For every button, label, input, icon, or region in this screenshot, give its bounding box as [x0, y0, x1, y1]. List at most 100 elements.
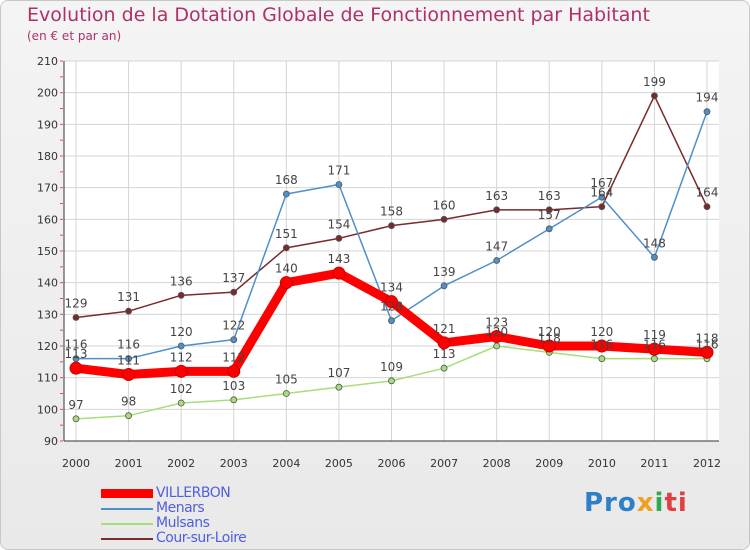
data-point-mulsans	[598, 355, 606, 363]
data-point-mulsans	[335, 383, 343, 391]
data-label-mulsans: 120	[485, 325, 508, 339]
y-tick-label: 140	[37, 277, 58, 290]
x-tick-label: 2005	[325, 457, 353, 470]
data-point-menars	[440, 282, 448, 290]
data-point-villerbon	[700, 345, 714, 359]
data-label-mulsans: 102	[170, 382, 193, 396]
data-label-cour-sur-loire: 137	[222, 271, 245, 285]
data-label-villerbon: 111	[117, 354, 140, 368]
data-label-menars: 194	[696, 91, 719, 105]
data-point-mulsans	[440, 364, 448, 372]
data-label-cour-sur-loire: 129	[65, 297, 88, 311]
legend-swatch-cour-sur-loire	[101, 538, 153, 540]
chart-title: Evolution de la Dotation Globale de Fonc…	[27, 4, 650, 26]
data-point-menars	[598, 193, 606, 201]
data-point-villerbon	[122, 368, 136, 381]
data-label-cour-sur-loire: 164	[696, 186, 719, 200]
data-label-menars: 116	[65, 338, 88, 352]
x-tick-label: 2006	[378, 457, 406, 470]
data-label-menars: 147	[485, 240, 508, 254]
data-point-mulsans	[651, 355, 658, 363]
data-label-cour-sur-loire: 154	[327, 217, 350, 231]
data-label-mulsans: 105	[275, 373, 298, 387]
legend-item-villerbon: VILLERBON	[101, 485, 321, 501]
data-point-cour-sur-loire	[125, 307, 132, 315]
data-point-villerbon	[437, 336, 451, 350]
data-point-menars	[177, 342, 185, 350]
data-label-cour-sur-loire: 163	[485, 189, 508, 203]
data-label-mulsans: 118	[538, 331, 561, 345]
legend-swatch-villerbon	[101, 489, 153, 498]
data-point-menars	[335, 181, 343, 188]
data-label-villerbon: 112	[170, 350, 193, 364]
data-label-cour-sur-loire: 131	[117, 290, 140, 304]
data-label-mulsans: 113	[433, 347, 456, 361]
data-label-menars: 168	[275, 173, 298, 187]
data-label-cour-sur-loire: 158	[380, 205, 403, 219]
data-point-menars	[230, 336, 238, 344]
data-label-cour-sur-loire: 151	[275, 227, 298, 241]
y-tick-label: 170	[37, 182, 58, 195]
data-point-menars	[651, 253, 658, 261]
legend: VILLERBON Menars Mulsans Cour-sur-Loire	[101, 485, 321, 546]
x-tick-label: 2001	[115, 457, 143, 470]
legend-item-mulsans: Mulsans	[101, 515, 321, 531]
data-label-menars: 139	[433, 265, 456, 279]
data-point-cour-sur-loire	[177, 291, 185, 299]
data-point-menars	[282, 190, 290, 198]
logo-part-4: ti	[664, 488, 688, 518]
data-point-villerbon	[279, 276, 293, 290]
data-label-cour-sur-loire: 164	[590, 186, 613, 200]
data-point-mulsans	[282, 390, 290, 397]
data-point-menars	[388, 317, 395, 325]
data-label-villerbon: 134	[380, 281, 403, 295]
data-label-mulsans: 116	[643, 338, 666, 352]
data-point-cour-sur-loire	[651, 92, 658, 100]
data-label-cour-sur-loire: 160	[433, 198, 456, 212]
data-label-menars: 122	[222, 319, 245, 333]
data-point-cour-sur-loire	[72, 314, 80, 321]
x-tick-label: 2004	[272, 457, 300, 470]
y-tick-label: 160	[37, 213, 58, 226]
data-label-menars: 171	[327, 164, 350, 178]
y-tick-label: 200	[37, 87, 58, 100]
data-label-cour-sur-loire: 136	[170, 274, 193, 288]
data-point-villerbon	[69, 361, 83, 375]
legend-swatch-mulsans	[101, 523, 153, 525]
data-point-villerbon	[490, 330, 504, 343]
data-label-mulsans: 109	[380, 360, 403, 374]
data-label-menars: 128	[380, 300, 403, 314]
logo-part-2: x	[636, 488, 655, 518]
proxiti-logo: Proxiti	[584, 488, 688, 518]
data-point-menars	[125, 355, 132, 363]
data-label-mulsans: 98	[121, 395, 136, 409]
data-label-villerbon: 121	[433, 322, 456, 336]
data-label-villerbon: 112	[222, 350, 245, 364]
data-point-mulsans	[230, 396, 238, 404]
y-tick-label: 130	[37, 308, 58, 321]
data-point-cour-sur-loire	[703, 203, 711, 211]
data-label-villerbon: 120	[590, 325, 613, 339]
legend-label-cour-sur-loire: Cour-sur-Loire	[156, 530, 247, 546]
data-label-mulsans: 97	[68, 398, 83, 412]
data-point-villerbon	[385, 295, 398, 309]
data-point-mulsans	[72, 415, 80, 423]
data-label-mulsans: 103	[222, 379, 245, 393]
data-label-menars: 157	[538, 208, 561, 222]
legend-label-villerbon: VILLERBON	[156, 485, 231, 501]
data-label-villerbon: 119	[643, 328, 666, 342]
data-label-villerbon: 120	[538, 325, 561, 339]
data-point-cour-sur-loire	[598, 203, 606, 211]
data-label-menars: 120	[170, 325, 193, 339]
x-tick-label: 2011	[640, 457, 668, 470]
x-tick-label: 2009	[535, 457, 563, 470]
data-point-cour-sur-loire	[230, 288, 238, 296]
y-tick-label: 190	[37, 118, 58, 131]
x-tick-label: 2000	[62, 457, 90, 470]
data-label-mulsans: 107	[327, 366, 350, 380]
logo-part-3: i	[654, 488, 665, 518]
x-tick-label: 2010	[588, 457, 616, 470]
data-label-cour-sur-loire: 199	[643, 75, 666, 89]
x-tick-label: 2012	[693, 457, 721, 470]
